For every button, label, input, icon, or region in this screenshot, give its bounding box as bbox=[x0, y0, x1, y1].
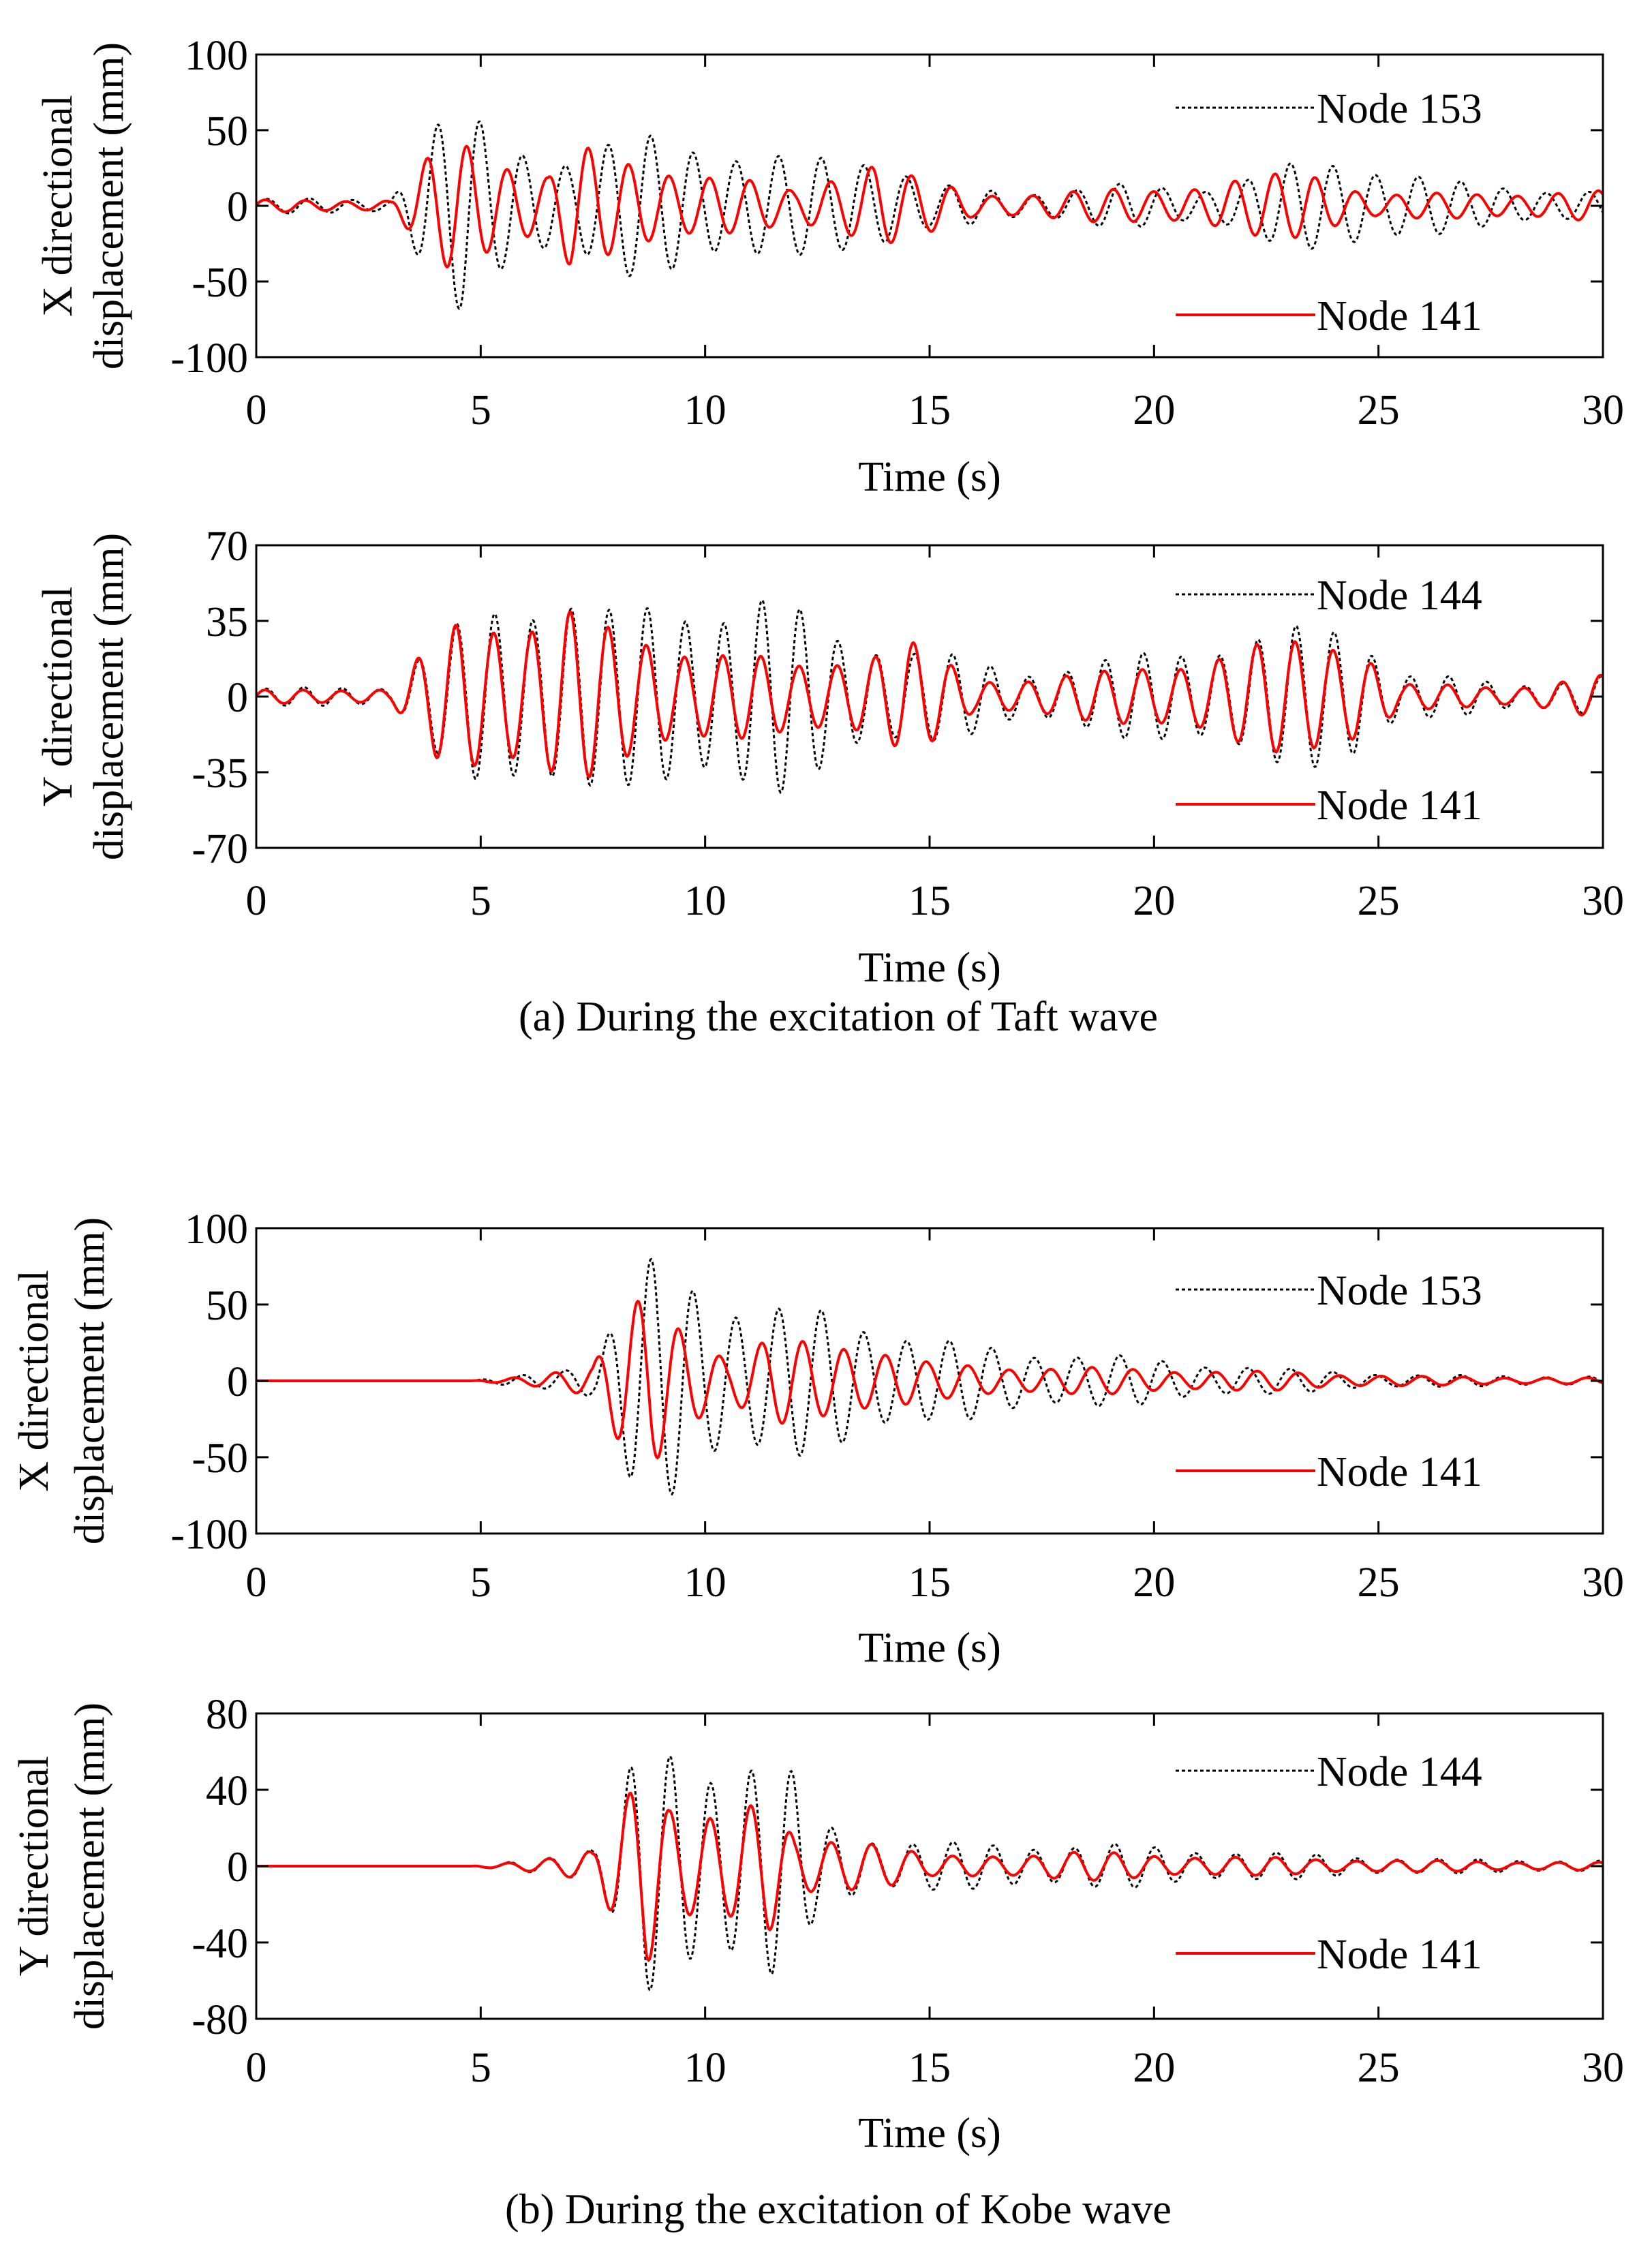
series-line-node-141 bbox=[256, 1299, 1604, 1460]
y-axis-label-line1: X directional bbox=[35, 95, 81, 316]
y-axis-label-line2: displacement (mm) bbox=[86, 42, 132, 369]
x-tick-label: 30 bbox=[1582, 878, 1624, 924]
x-tick-label: 5 bbox=[470, 1559, 491, 1606]
legend-label: Node 144 bbox=[1317, 1749, 1482, 1795]
y-tick-label: 35 bbox=[206, 599, 248, 645]
legend-label: Node 141 bbox=[1317, 293, 1482, 339]
y-tick-label: -80 bbox=[192, 1997, 248, 2043]
y-axis-label-line1: Y directional bbox=[11, 1756, 57, 1976]
y-tick-label: 0 bbox=[227, 1359, 248, 1405]
legend-label: Node 141 bbox=[1317, 1449, 1482, 1495]
y-tick-label: -40 bbox=[192, 1921, 248, 1967]
legend-label: Node 153 bbox=[1317, 1268, 1482, 1314]
x-tick-label: 20 bbox=[1133, 878, 1175, 924]
x-axis-label: Time (s) bbox=[858, 2110, 1001, 2156]
y-axis-label-line1: Y directional bbox=[35, 586, 81, 806]
x-tick-label: 20 bbox=[1133, 387, 1175, 433]
x-tick-label: 10 bbox=[684, 1559, 726, 1606]
x-tick-label: 0 bbox=[246, 878, 267, 924]
y-tick-label: -100 bbox=[170, 1512, 248, 1558]
legend-label: Node 141 bbox=[1317, 782, 1482, 829]
x-tick-label: 25 bbox=[1358, 2045, 1400, 2091]
x-tick-label: 5 bbox=[470, 2045, 491, 2091]
y-tick-label: 40 bbox=[206, 1768, 248, 1814]
y-axis-label-line2: displacement (mm) bbox=[67, 1703, 113, 2030]
y-tick-label: -50 bbox=[192, 1435, 248, 1482]
x-tick-label: 25 bbox=[1358, 878, 1400, 924]
y-tick-label: 100 bbox=[185, 1206, 248, 1253]
chart-taft-x: 0 5 10 15 20 25 30 100 50 0 -50 -100 Time (s) X direc… bbox=[35, 33, 1624, 500]
y-tick-label: -70 bbox=[192, 826, 248, 872]
series-line-node-141 bbox=[256, 1791, 1604, 1962]
y-tick-label: 70 bbox=[206, 523, 248, 570]
x-tick-label: 15 bbox=[908, 1559, 951, 1606]
caption-a: (a) During the excitation of Taft wave bbox=[519, 994, 1158, 1040]
series-line-node-144 bbox=[256, 1754, 1604, 1992]
y-tick-label: -35 bbox=[192, 750, 248, 797]
y-tick-label: 80 bbox=[206, 1692, 248, 1738]
x-axis-label: Time (s) bbox=[858, 454, 1001, 500]
legend-label: Node 144 bbox=[1317, 573, 1482, 619]
series-line-node-141 bbox=[255, 144, 1604, 269]
y-tick-label: 100 bbox=[185, 33, 248, 79]
chart-kobe-x: 0 5 10 15 20 25 30 100 50 0 -50 -100 Time (s) X direc… bbox=[11, 1206, 1624, 1671]
y-axis-label-line2: displacement (mm) bbox=[86, 533, 132, 860]
x-tick-label: 0 bbox=[246, 387, 267, 433]
x-tick-label: 0 bbox=[246, 1559, 267, 1606]
x-axis-label: Time (s) bbox=[858, 1625, 1001, 1671]
x-tick-label: 5 bbox=[470, 878, 491, 924]
x-tick-label: 25 bbox=[1358, 387, 1400, 433]
x-tick-label: 15 bbox=[908, 878, 951, 924]
x-tick-label: 10 bbox=[684, 2045, 726, 2091]
x-tick-label: 10 bbox=[684, 878, 726, 924]
x-tick-label: 30 bbox=[1582, 387, 1624, 433]
x-tick-label: 15 bbox=[908, 2045, 951, 2091]
chart-taft-y: 0 5 10 15 20 25 30 70 35 0 -35 -70 Time (s) Y directi… bbox=[35, 523, 1624, 991]
x-tick-label: 25 bbox=[1358, 1559, 1400, 1606]
y-tick-label: 0 bbox=[227, 675, 248, 721]
x-tick-label: 30 bbox=[1582, 2045, 1624, 2091]
y-tick-label: -50 bbox=[192, 260, 248, 306]
legend-label: Node 153 bbox=[1317, 86, 1482, 132]
caption-b: (b) During the excitation of Kobe wave bbox=[505, 2186, 1172, 2233]
y-tick-label: 50 bbox=[206, 108, 248, 155]
y-axis-label-line2: displacement (mm) bbox=[67, 1217, 113, 1544]
x-axis-label: Time (s) bbox=[858, 945, 1001, 991]
x-tick-label: 15 bbox=[908, 387, 951, 433]
x-tick-label: 30 bbox=[1582, 1559, 1624, 1606]
x-tick-label: 10 bbox=[684, 387, 726, 433]
y-tick-label: -100 bbox=[170, 335, 248, 382]
y-axis-label-line1: X directional bbox=[11, 1270, 57, 1491]
x-tick-label: 5 bbox=[470, 387, 491, 433]
chart-kobe-y: 0 5 10 15 20 25 30 80 40 0 -40 -80 Time (s) Y directi… bbox=[11, 1692, 1624, 2156]
x-tick-label: 0 bbox=[246, 2045, 267, 2091]
y-tick-label: 0 bbox=[227, 1844, 248, 1891]
legend-label: Node 141 bbox=[1317, 1932, 1482, 1978]
y-tick-label: 0 bbox=[227, 184, 248, 230]
x-tick-label: 20 bbox=[1133, 2045, 1175, 2091]
series-line-node-153 bbox=[256, 1257, 1604, 1496]
y-tick-label: 50 bbox=[206, 1283, 248, 1329]
x-tick-label: 20 bbox=[1133, 1559, 1175, 1606]
series-line-node-141 bbox=[255, 610, 1604, 779]
